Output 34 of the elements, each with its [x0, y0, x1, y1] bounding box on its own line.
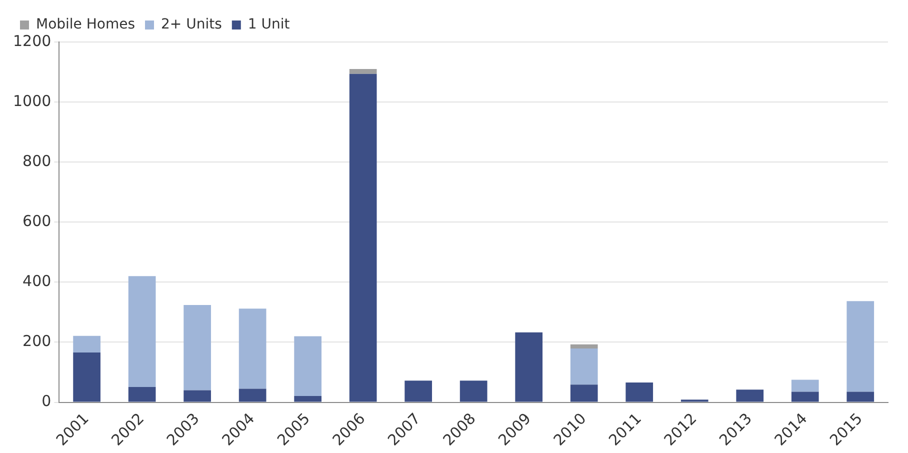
bar — [404, 380, 432, 402]
bar — [128, 386, 156, 402]
bar — [128, 276, 156, 387]
y-tick-label: 600 — [22, 212, 52, 230]
y-tick-label: 1000 — [12, 92, 52, 110]
bar — [294, 396, 322, 402]
bar — [736, 390, 764, 402]
bar — [515, 332, 543, 402]
bar — [73, 352, 100, 402]
bar — [73, 336, 100, 352]
bar — [570, 384, 598, 402]
y-tick-label: 400 — [22, 272, 52, 290]
bar — [846, 301, 874, 392]
legend-label: Mobile Homes — [36, 16, 136, 33]
bar — [460, 380, 488, 402]
bar — [570, 344, 598, 349]
bar — [294, 336, 322, 396]
bar — [791, 380, 819, 392]
y-tick-label: 0 — [42, 392, 52, 410]
y-tick-label: 800 — [22, 152, 52, 170]
bar — [846, 392, 874, 402]
bar — [791, 392, 819, 402]
y-tick-label: 200 — [22, 332, 52, 350]
bar — [238, 388, 266, 402]
bar — [238, 308, 266, 389]
legend-label: 1 Unit — [248, 16, 290, 33]
bar — [184, 305, 211, 390]
bar — [184, 390, 211, 402]
bar — [349, 74, 377, 402]
bar — [570, 348, 598, 385]
legend-label: 2+ Units — [161, 16, 222, 33]
bar — [349, 69, 377, 74]
bar — [626, 382, 654, 402]
y-tick-label: 1200 — [12, 32, 52, 50]
